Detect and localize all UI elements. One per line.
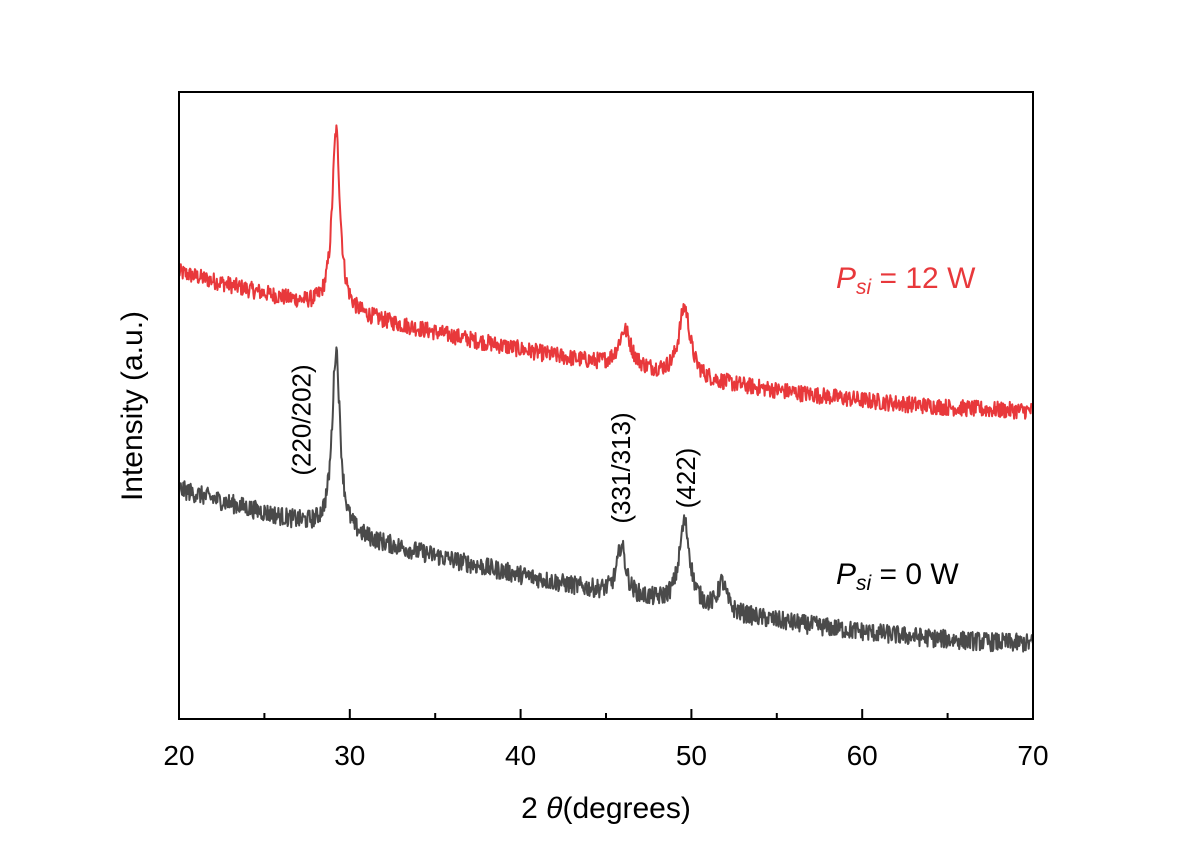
- legend-label-0w: Psi = 0 W: [836, 558, 959, 595]
- x-axis-ticks: 20 30 40 50 60 70: [163, 709, 1049, 771]
- series-line-0: [178, 124, 1034, 420]
- x-tick-label: 40: [505, 740, 536, 771]
- series-layer: [178, 124, 1034, 653]
- peak-label-331-313: (331/313): [606, 412, 636, 523]
- series-line-1: [178, 346, 1034, 653]
- legend-label-12w: Psi = 12 W: [836, 262, 976, 299]
- y-axis-title: Intensity (a.u.): [116, 311, 149, 501]
- x-tick-label: 70: [1017, 740, 1048, 771]
- x-tick-label: 30: [334, 740, 365, 771]
- x-tick-label: 60: [847, 740, 878, 771]
- x-tick-label: 50: [676, 740, 707, 771]
- peak-label-220-202: (220/202): [287, 364, 317, 475]
- x-axis-title: 2 θ(degrees): [521, 792, 691, 825]
- peak-label-422: (422): [671, 448, 701, 509]
- x-tick-label: 20: [163, 740, 194, 771]
